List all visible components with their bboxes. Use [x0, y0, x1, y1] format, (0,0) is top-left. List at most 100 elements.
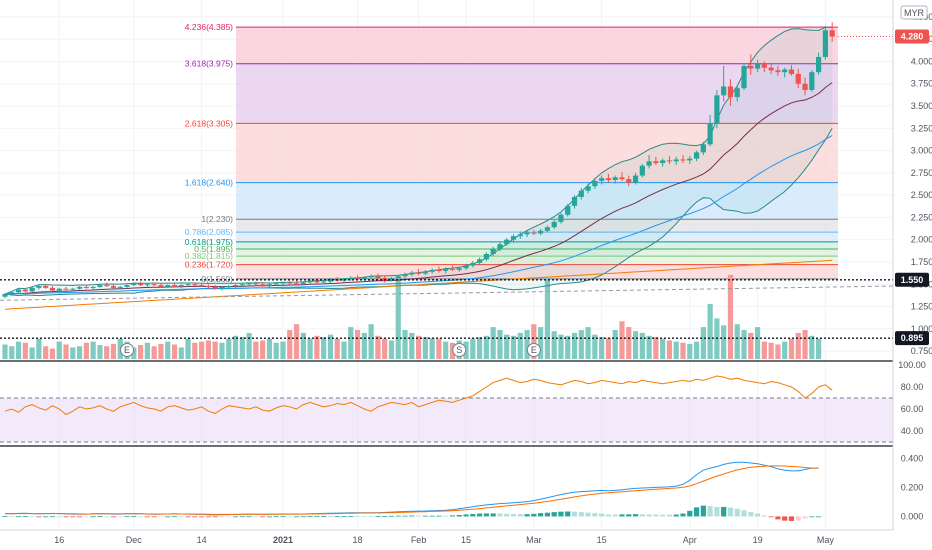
candle-body: [185, 284, 191, 286]
volume-bar: [70, 347, 76, 359]
macd-histogram-bar: [578, 512, 584, 517]
macd-histogram-bar: [504, 513, 510, 517]
rsi-line: [4, 375, 833, 416]
candle-body: [632, 175, 639, 183]
volume-bar: [578, 330, 584, 359]
volume-bar: [707, 303, 713, 359]
volume-bar: [612, 330, 618, 359]
volume-bar: [138, 345, 144, 359]
time-tick-label: May: [817, 535, 835, 545]
volume-bar: [544, 277, 550, 359]
rsi-pane: [0, 375, 893, 443]
macd-histogram-bar: [456, 515, 462, 517]
candle-body: [436, 269, 442, 271]
volume-bar: [741, 330, 747, 359]
candle-body: [687, 158, 693, 161]
price-tick-label: 2.250: [911, 212, 932, 222]
volume-bar: [199, 341, 205, 359]
rsi-band: [0, 398, 893, 442]
volume-bar: [429, 338, 435, 359]
event-marker: [120, 343, 135, 357]
volume-bar: [165, 341, 171, 359]
macd-histogram-bar: [348, 516, 354, 517]
macd-histogram-bar: [280, 516, 286, 518]
candle-body: [361, 277, 367, 279]
candle-body: [29, 287, 35, 292]
macd-histogram-bar: [43, 516, 49, 518]
macd-histogram-bar: [443, 515, 449, 517]
macd-histogram-bar: [131, 516, 137, 517]
rsi-axis[interactable]: 100.00 80.00 60.00 40.00: [898, 360, 926, 436]
macd-histogram-bar: [761, 515, 767, 517]
candle-body: [15, 289, 22, 293]
time-axis[interactable]: 16 Dec 14 2021 18 Feb 15 Mar 15 Apr 19 May: [54, 535, 834, 545]
event-marker-label: E: [531, 345, 537, 355]
volume-bar: [246, 332, 252, 359]
candle-body: [829, 30, 835, 37]
ema-mid: [4, 82, 833, 295]
volume-bar: [22, 342, 28, 359]
macd-histogram-bar: [524, 514, 530, 517]
volume-bar: [592, 334, 598, 359]
time-tick-label: 14: [197, 535, 207, 545]
macd-histogram-bar: [382, 516, 388, 517]
macd-histogram-bar: [395, 515, 401, 517]
candle-body: [754, 64, 761, 69]
macd-histogram-bar: [76, 516, 83, 518]
macd-histogram-bar: [592, 513, 598, 517]
candle-body: [348, 278, 354, 280]
candle-body: [239, 284, 245, 286]
event-marker-label: E: [124, 345, 130, 355]
time-tick-label: Mar: [526, 535, 542, 545]
price-tick-label: 2.750: [911, 168, 932, 178]
candle-body: [402, 274, 408, 277]
price-axis[interactable]: 4.5004.2504.0003.7503.5003.2503.0002.750…: [895, 12, 932, 356]
macd-histogram-bar: [239, 516, 245, 518]
volume-bar: [266, 338, 273, 359]
candle-body: [117, 286, 123, 288]
volume-bar: [436, 338, 442, 359]
macd-histogram-bar: [687, 510, 693, 517]
macd-histogram-bar: [22, 516, 28, 517]
price-tick-label: 1.250: [911, 302, 932, 312]
candle-body: [477, 259, 483, 263]
macd-histogram-bar: [151, 516, 157, 518]
volume-bar: [253, 341, 259, 359]
volume-bar: [110, 343, 117, 359]
volume-bar: [761, 341, 767, 359]
macd-histogram-bar: [314, 516, 320, 517]
macd-histogram-bar: [816, 516, 822, 518]
candle-body: [538, 230, 544, 234]
candle-body: [816, 57, 822, 73]
candle-body: [822, 30, 828, 58]
macd-histogram-bar: [477, 513, 483, 517]
macd-histogram-bar: [90, 516, 96, 518]
macd-histogram-bar: [429, 515, 435, 517]
volume-bar: [43, 346, 49, 359]
macd-histogram-bar: [795, 516, 801, 521]
volume-bar: [232, 335, 239, 359]
candle-body: [83, 286, 89, 288]
macd-histogram-bar: [293, 516, 300, 518]
candle-body: [741, 65, 747, 89]
candle-body: [178, 285, 184, 287]
macd-histogram-bar: [551, 512, 557, 517]
volume-bar: [700, 327, 706, 359]
volume-bar: [239, 336, 245, 359]
candle-body: [212, 286, 218, 289]
volume-bar: [280, 341, 286, 359]
low-price-tag: 0.895: [901, 333, 924, 343]
macd-histogram-bar: [497, 513, 503, 517]
macd-histogram-bar: [199, 516, 205, 518]
volume-bar: [734, 324, 740, 359]
macd-histogram-bar: [158, 516, 164, 518]
volume-bar: [144, 342, 150, 359]
macd-histogram-bar: [727, 507, 734, 517]
macd-histogram-bar: [788, 516, 795, 521]
candle-body: [497, 244, 503, 249]
fib-level-label: 1.618(2.640): [185, 178, 233, 188]
macd-histogram-bar: [802, 516, 808, 519]
candle-body: [138, 283, 144, 286]
macd-axis[interactable]: 0.400 0.200 0.000: [901, 454, 924, 522]
